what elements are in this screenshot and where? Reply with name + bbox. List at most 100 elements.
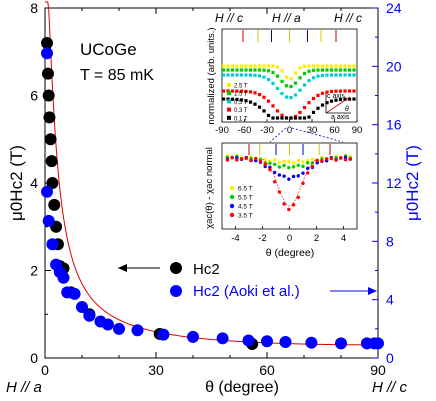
inset-top-point (275, 65, 280, 69)
inset-bottom-point (306, 166, 310, 171)
inset-bottom-point (249, 158, 253, 163)
inset-top-point (347, 64, 352, 68)
inset-top-point (248, 68, 253, 72)
sample-name: UCoGe (80, 40, 137, 59)
inset-top-point (230, 73, 235, 77)
inset-top-point (329, 89, 334, 94)
inset-top-point (221, 97, 226, 101)
inset-top-point (293, 71, 298, 75)
temperature-label: T = 85 mK (80, 67, 154, 84)
inset-top-point (343, 89, 347, 93)
inset-top-point (325, 101, 329, 105)
inset-top-point (230, 89, 235, 93)
inset-top-point (289, 77, 293, 81)
inset-top-point (253, 64, 257, 68)
inset-bottom-tick-label: 4 (341, 233, 346, 244)
inset-top-point (275, 116, 280, 120)
inset-top-point (325, 64, 329, 68)
inset-bottom-point (277, 190, 282, 194)
inset-bottom-point (291, 165, 296, 169)
inset-bottom-point (282, 159, 286, 164)
inset-top-point (347, 89, 352, 93)
x-left-end-label: H // a (6, 379, 42, 396)
y-right-tick-label: 24 (386, 0, 402, 16)
inset-top-legend-marker (227, 99, 231, 104)
inset-top-legend-marker (227, 115, 231, 120)
inset-top-point (329, 73, 334, 77)
inset-top-curves (221, 64, 356, 120)
inset-top-point (266, 64, 271, 68)
legend-label-aoki: Hc2 (Aoki et al.) (193, 283, 300, 300)
inset-top-point (275, 109, 280, 113)
inset-bottom-point (268, 167, 272, 172)
inset-bottom-point (268, 161, 272, 165)
inset-top-point (343, 73, 347, 77)
inset-top-point (226, 89, 230, 93)
inset-top-point (239, 89, 244, 93)
y-axis-right-label: μ0Hc2 (T) (403, 145, 422, 221)
inset-top-point (325, 90, 329, 94)
inset-top-point (352, 97, 356, 101)
inset-bottom-legend-marker (229, 212, 235, 218)
inset-bottom-legend-label: 4.5 T (238, 204, 253, 211)
inset-top-point (244, 68, 248, 72)
inset-top-legend-label: 1.5 T (234, 92, 248, 98)
inset-bottom-point (296, 163, 300, 168)
point-hc2-aoki (131, 324, 144, 337)
inset-top-point (275, 86, 280, 91)
inset-top-point (320, 73, 325, 78)
inset-top-point (226, 64, 230, 68)
inset-bottom-tick-label: -4 (231, 233, 239, 244)
point-hc2-aoki (76, 300, 88, 313)
inset-top-legend-label: 0.5 T (234, 100, 248, 106)
inset-top-point (298, 88, 302, 92)
inset-top-point (311, 64, 316, 68)
inset-top-point (307, 69, 311, 73)
inset-top-point (239, 73, 244, 77)
inset-top-header-2: H // a (272, 11, 301, 25)
inset-top-point (262, 64, 266, 68)
y-right-tick-label: 4 (386, 292, 394, 308)
inset-bottom-tick-label: 0 (287, 233, 292, 244)
inset-bottom-point (291, 174, 296, 179)
inset-top-point (271, 64, 275, 68)
inset-top-point (266, 77, 271, 82)
inset-bottom-point (263, 157, 267, 162)
point-hc2-aoki (68, 287, 81, 300)
inset-top-point (289, 84, 293, 89)
inset-bottom: χac(θ) - χac normal 6.5 T 5.5 T 4.5 T 3.5 T… (204, 142, 358, 259)
inset-top-tick-label: 30 (307, 125, 318, 136)
inset-top-point (293, 93, 298, 97)
inset-top-point (347, 97, 352, 101)
inset-top-point (343, 68, 347, 72)
inset-top-point (311, 76, 316, 80)
inset-top-point (316, 64, 320, 68)
point-hc2 (41, 67, 54, 80)
point-hc2-aoki (42, 214, 55, 227)
inset-top-point (334, 68, 338, 72)
inset-top-tick-label: -90 (215, 125, 229, 136)
inset-bottom-point (339, 156, 343, 160)
inset-bottom-point (272, 180, 277, 184)
inset-top-point (302, 105, 307, 110)
inset-top-point (262, 109, 266, 113)
inset-zoom-line-right (291, 127, 344, 143)
inset-top-point (253, 91, 257, 95)
inset-bottom-point (239, 157, 244, 161)
point-hc2-aoki (57, 271, 70, 284)
point-hc2 (42, 89, 55, 102)
x-tick-label: 60 (259, 362, 275, 378)
inset-top-point (226, 97, 230, 101)
point-hc2-aoki (242, 334, 255, 347)
inset-bottom-tick-label: -2 (258, 233, 266, 244)
inset-bottom-point (235, 158, 239, 162)
inset-top-point (311, 96, 316, 101)
inset-top-point (239, 68, 244, 72)
inset-top-point (316, 93, 320, 97)
inset-top-point (338, 68, 343, 72)
inset-top-point (298, 76, 302, 80)
inset-bottom-point (272, 170, 277, 175)
inset-top-point (307, 101, 311, 105)
inset-bottom-point (310, 164, 315, 169)
inset-bottom-point (296, 195, 300, 200)
